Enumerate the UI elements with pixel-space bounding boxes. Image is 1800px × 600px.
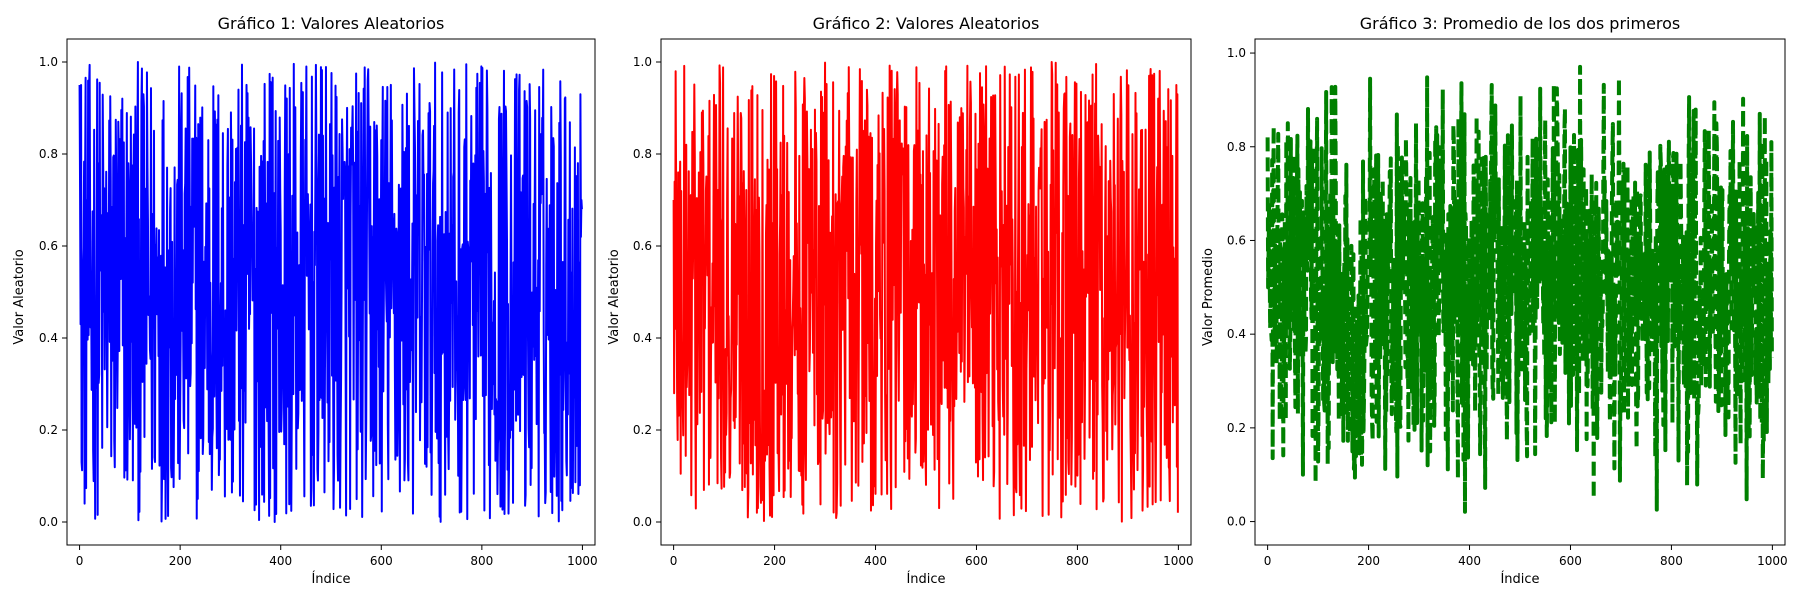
- tick-group: 0 200 400 600 800 1000 0.0 0.2 0.4 0.6 0.8 1.0: [39, 55, 598, 568]
- y-tick-label: 0.6: [39, 239, 58, 253]
- series-line-group: [672, 61, 1179, 523]
- x-tick-label: 800: [470, 554, 493, 568]
- chart-panel-2: Gráfico 2: Valores Aleatorios Índice Val…: [607, 14, 1194, 587]
- y-tick-label: 0.8: [1227, 140, 1246, 154]
- x-axis-label: Índice: [906, 571, 945, 587]
- x-tick-label: 600: [1559, 554, 1582, 568]
- y-tick-label: 0.8: [633, 147, 652, 161]
- x-tick-label: 0: [1264, 554, 1272, 568]
- y-tick-label: 0.2: [1227, 421, 1246, 435]
- y-tick-label: 1.0: [633, 55, 652, 69]
- x-axis-label: Índice: [311, 571, 350, 587]
- y-tick-label: 0.6: [633, 239, 652, 253]
- chart-title: Gráfico 2: Valores Aleatorios: [813, 14, 1040, 33]
- plot-frame: [66, 38, 596, 546]
- y-tick-label: 1.0: [1227, 46, 1246, 60]
- series-line: [672, 61, 1179, 523]
- chart-panel-3: Gráfico 3: Promedio de los dos primeros …: [1201, 14, 1788, 587]
- x-tick-label: 1000: [567, 554, 598, 568]
- tick-group: 0 200 400 600 800 1000 0.0 0.2 0.4 0.6 0.8 1.0: [633, 55, 1194, 568]
- chart-title: Gráfico 1: Valores Aleatorios: [218, 14, 445, 33]
- x-tick-label: 400: [1458, 554, 1481, 568]
- y-tick-label: 0.0: [1227, 515, 1246, 529]
- x-tick-label: 600: [370, 554, 393, 568]
- y-tick-label: 0.4: [1227, 327, 1246, 341]
- y-tick-label: 0.0: [39, 515, 58, 529]
- x-tick-label: 1000: [1757, 554, 1788, 568]
- y-tick-label: 0.4: [39, 331, 58, 345]
- y-tick-label: 0.6: [1227, 233, 1246, 247]
- y-tick-label: 0.2: [39, 423, 58, 437]
- x-tick-label: 200: [763, 554, 786, 568]
- x-axis-label: Índice: [1500, 571, 1539, 587]
- y-tick-label: 1.0: [39, 55, 58, 69]
- series-line: [78, 61, 583, 523]
- x-tick-label: 400: [864, 554, 887, 568]
- y-axis-label: Valor Promedio: [1201, 248, 1216, 346]
- x-tick-label: 200: [169, 554, 192, 568]
- x-tick-label: 200: [1357, 554, 1380, 568]
- y-tick-label: 0.2: [633, 423, 652, 437]
- x-tick-label: 400: [269, 554, 292, 568]
- plot-frame: [660, 38, 1192, 546]
- y-tick-label: 0.4: [633, 331, 652, 345]
- chart-panel-1: Gráfico 1: Valores Aleatorios Índice Val…: [12, 14, 598, 587]
- tick-group: 0 200 400 600 800 1000 0.0 0.2 0.4 0.6 0.8 1.0: [1227, 46, 1788, 568]
- series-line-group: [78, 61, 583, 523]
- y-tick-label: 0.0: [633, 515, 652, 529]
- series-line-group: [1265, 64, 1774, 514]
- y-tick-label: 0.8: [39, 147, 58, 161]
- x-tick-label: 800: [1066, 554, 1089, 568]
- y-axis-label: Valor Aleatorio: [607, 249, 622, 344]
- x-tick-label: 0: [670, 554, 678, 568]
- y-axis-label: Valor Aleatorio: [12, 249, 27, 344]
- chart-title: Gráfico 3: Promedio de los dos primeros: [1360, 14, 1681, 33]
- plot-frame: [1254, 38, 1786, 546]
- x-tick-label: 0: [76, 554, 84, 568]
- x-tick-label: 600: [965, 554, 988, 568]
- x-tick-label: 1000: [1163, 554, 1194, 568]
- x-tick-label: 800: [1660, 554, 1683, 568]
- series-line: [1265, 64, 1774, 514]
